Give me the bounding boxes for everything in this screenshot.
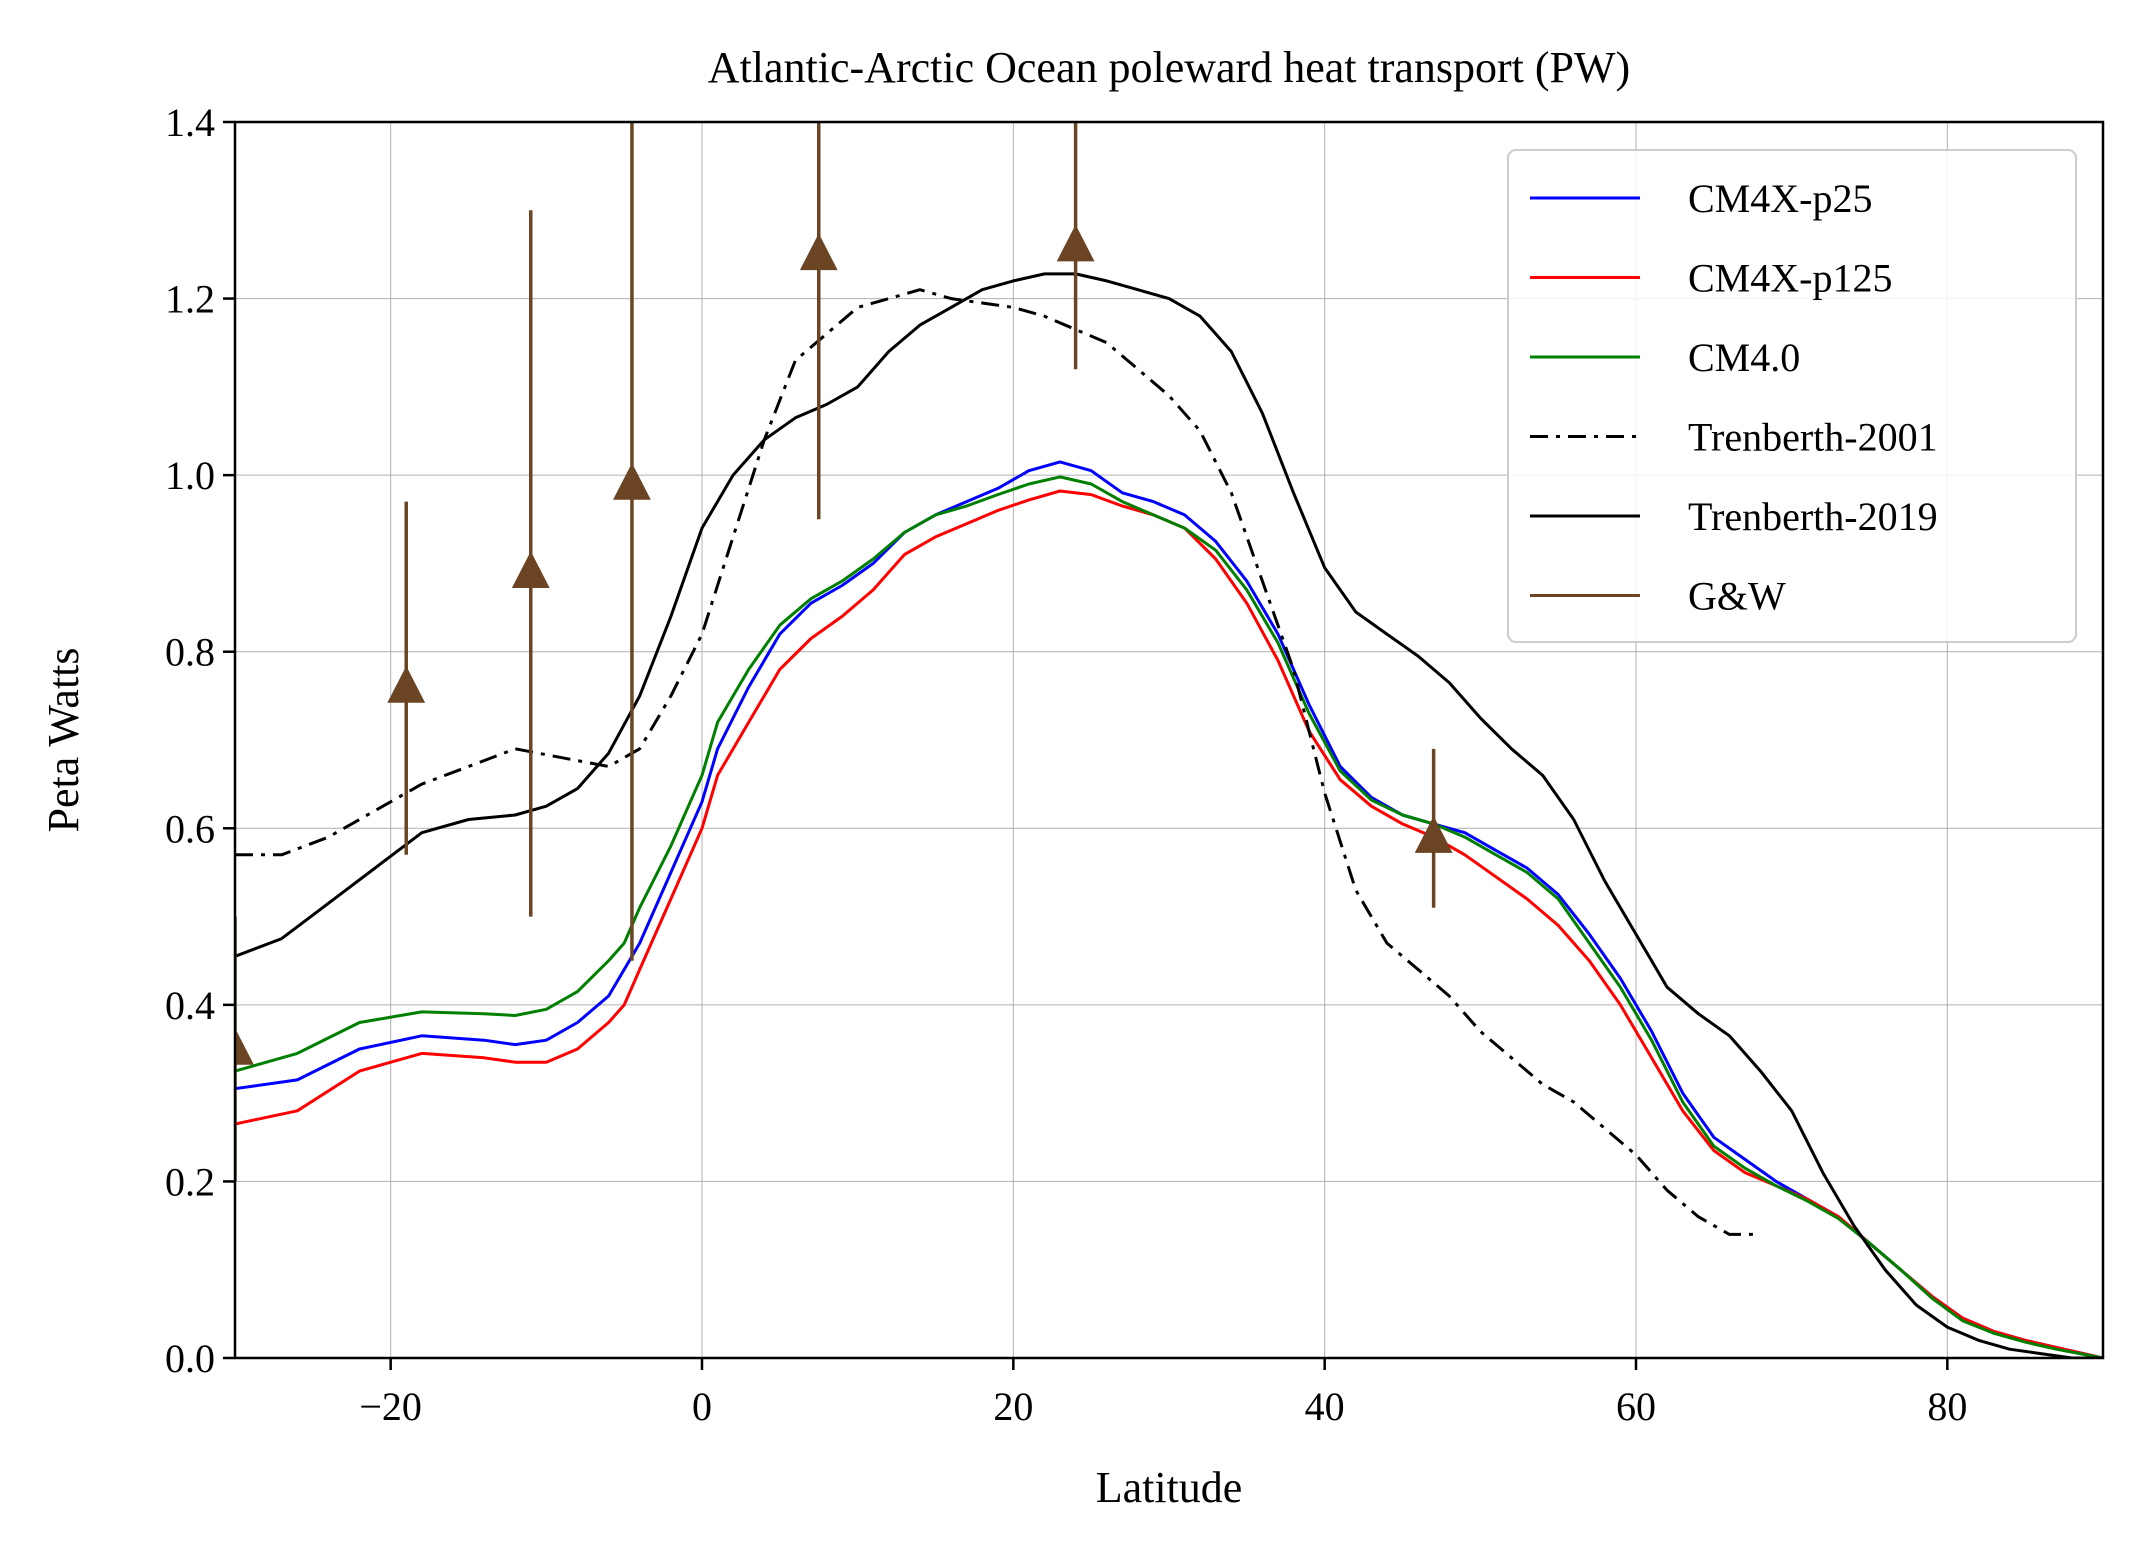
- triangle-marker: [1414, 816, 1453, 853]
- chart-title: Atlantic-Arctic Ocean poleward heat tran…: [708, 43, 1630, 92]
- legend-label: G&W: [1688, 574, 1786, 619]
- y-tick-label: 1.2: [165, 277, 215, 322]
- observation-point: [613, 122, 651, 961]
- legend-label: CM4X-p25: [1688, 176, 1872, 221]
- observation-markers: [235, 122, 1453, 1182]
- triangle-marker: [235, 1028, 254, 1065]
- x-tick-label: 60: [1616, 1384, 1656, 1429]
- triangle-marker: [799, 233, 838, 271]
- x-tick-label: 20: [993, 1384, 1033, 1429]
- legend: CM4X-p25 CM4X-p125 CM4.0 Trenberth-2001 Tren…: [1507, 149, 2077, 643]
- observation-point: [235, 916, 254, 1182]
- y-axis-label: Peta Watts: [39, 647, 88, 832]
- y-tick-label: 1.4: [165, 100, 215, 145]
- observation-point: [511, 210, 550, 917]
- legend-label: Trenberth-2019: [1688, 494, 1938, 539]
- x-tick-label: 0: [692, 1384, 712, 1429]
- x-axis-ticks: −20 0 20 40 60 80: [359, 1358, 1967, 1429]
- observation-point: [799, 122, 838, 520]
- triangle-marker: [1056, 224, 1095, 262]
- x-tick-label: −20: [359, 1384, 422, 1429]
- y-tick-label: 0.0: [165, 1336, 215, 1381]
- legend-label: Trenberth-2001: [1688, 415, 1938, 460]
- legend-items: CM4X-p25 CM4X-p125 CM4.0 Trenberth-2001 Tren…: [1530, 176, 1938, 619]
- y-tick-label: 0.8: [165, 630, 215, 675]
- y-tick-label: 0.4: [165, 983, 215, 1028]
- observation-point: [387, 501, 426, 855]
- y-tick-label: 0.2: [165, 1159, 215, 1204]
- y-tick-label: 1.0: [165, 453, 215, 498]
- triangle-marker: [387, 666, 426, 703]
- x-tick-label: 80: [1927, 1384, 1967, 1429]
- observation-point: [1414, 748, 1453, 908]
- legend-label: CM4X-p125: [1688, 256, 1892, 301]
- legend-box: [1507, 149, 2077, 643]
- x-tick-label: 40: [1305, 1384, 1345, 1429]
- legend-label: CM4.0: [1688, 335, 1800, 380]
- y-axis-ticks: 0.0 0.2 0.4 0.6 0.8 1.0 1.2 1.4: [165, 100, 235, 1381]
- series-line-trenberth-2001: [235, 288, 1761, 1236]
- series-line-trenberth-2019: [235, 272, 2103, 1358]
- x-axis-label: Latitude: [1096, 1463, 1243, 1512]
- series-lines: [235, 272, 2103, 1358]
- triangle-marker: [511, 551, 550, 589]
- plot-frame: [233, 120, 2105, 1360]
- y-tick-label: 0.6: [165, 806, 215, 851]
- triangle-marker: [613, 462, 651, 500]
- observation-point: [1056, 122, 1095, 370]
